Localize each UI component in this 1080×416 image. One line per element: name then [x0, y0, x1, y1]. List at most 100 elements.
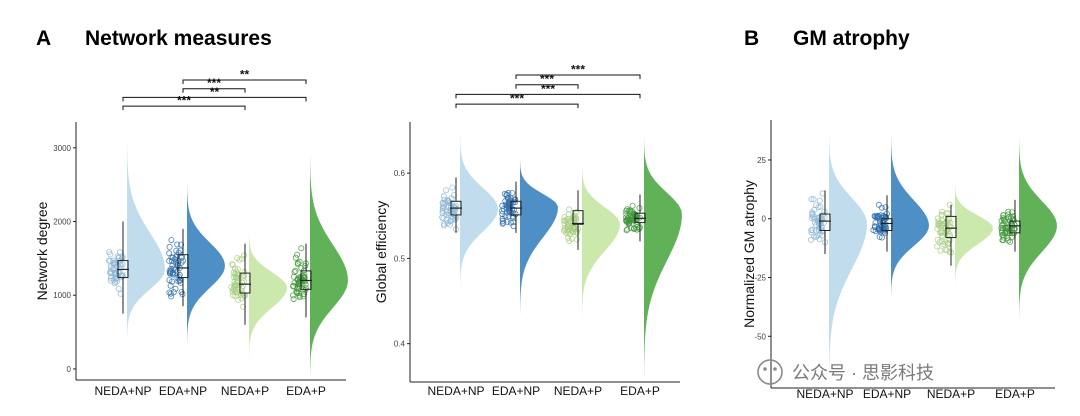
data-point [231, 271, 238, 278]
data-point [440, 222, 447, 229]
data-point [998, 222, 1005, 229]
data-point [1011, 221, 1018, 228]
density-cloud [460, 134, 498, 289]
significance-bracket [182, 88, 246, 93]
data-point [107, 277, 114, 284]
data-point [817, 203, 824, 210]
data-point [231, 265, 238, 272]
data-point [291, 268, 298, 275]
data-point [505, 189, 512, 196]
panel-a-letter: A [36, 27, 51, 50]
significance-label: *** [177, 94, 191, 108]
data-point [875, 201, 882, 208]
data-point [1008, 234, 1015, 241]
data-point [113, 278, 120, 285]
density-cloud [955, 183, 993, 285]
data-point [439, 200, 446, 207]
data-point [443, 208, 450, 215]
data-point [169, 254, 176, 261]
data-point [290, 296, 297, 303]
data-point [878, 204, 885, 211]
data-point [499, 220, 506, 227]
significance-label: ** [240, 68, 250, 82]
panel-b-letter: B [744, 27, 759, 50]
data-point [172, 285, 179, 292]
data-point [290, 282, 297, 289]
data-point [293, 288, 300, 295]
data-point [939, 229, 946, 236]
data-point [302, 281, 309, 288]
data-point [166, 289, 173, 296]
data-point [107, 251, 114, 258]
data-point [624, 226, 631, 233]
data-point [298, 245, 305, 252]
data-point [168, 265, 175, 272]
significance-label: ** [210, 85, 220, 99]
data-point [811, 206, 818, 213]
data-point [939, 233, 946, 240]
data-point [107, 274, 114, 281]
significance-bracket [515, 74, 641, 79]
data-point [939, 221, 946, 228]
data-point [116, 270, 123, 277]
data-point [873, 214, 880, 221]
significance-label: *** [541, 82, 555, 96]
data-point [173, 247, 180, 254]
density-cloud [1019, 138, 1057, 318]
data-point [626, 217, 633, 224]
data-point [178, 241, 185, 248]
density-cloud [891, 136, 929, 297]
data-point [108, 270, 115, 277]
significance-bracket [515, 84, 579, 89]
data-point [166, 270, 173, 277]
data-point [573, 209, 580, 216]
data-point [942, 220, 949, 227]
data-point [499, 207, 506, 214]
significance-label: *** [540, 72, 554, 86]
wechat-icon-eye [773, 367, 777, 371]
data-point [809, 226, 816, 233]
iqr-box [1009, 220, 1021, 234]
data-point [623, 210, 630, 217]
x-category-label: NEDA+P [927, 387, 975, 401]
data-point [935, 221, 942, 228]
data-point [1000, 214, 1007, 221]
data-point [170, 289, 177, 296]
data-point [115, 285, 122, 292]
data-point [939, 208, 946, 215]
data-point [565, 234, 572, 241]
y-tick-label: 1000 [53, 291, 71, 300]
data-point [808, 196, 815, 203]
data-point [808, 215, 815, 222]
data-point [451, 203, 458, 210]
data-point [169, 271, 176, 278]
x-category-label: NEDA+NP [427, 384, 484, 398]
iqr-box [572, 210, 584, 225]
y-tick-label: 25 [757, 156, 766, 165]
data-point [565, 211, 572, 218]
y-tick-label: -50 [754, 332, 766, 341]
data-point [500, 219, 507, 226]
data-point [296, 258, 303, 265]
data-point [631, 225, 638, 232]
data-point [241, 268, 248, 275]
data-point [571, 224, 578, 231]
data-point [229, 261, 236, 268]
data-point [168, 293, 175, 300]
data-point [937, 247, 944, 254]
data-point [449, 216, 456, 223]
data-point [178, 289, 185, 296]
data-point [945, 226, 952, 233]
significance-label: *** [207, 76, 221, 90]
data-point [623, 227, 630, 234]
data-point [1005, 211, 1012, 218]
data-point [566, 230, 573, 237]
iqr-box [177, 254, 189, 279]
data-point [296, 294, 303, 301]
data-point [451, 216, 458, 223]
y-tick-label: 0.4 [394, 340, 406, 349]
data-point [561, 224, 568, 231]
data-point [571, 212, 578, 219]
data-point [573, 216, 580, 223]
